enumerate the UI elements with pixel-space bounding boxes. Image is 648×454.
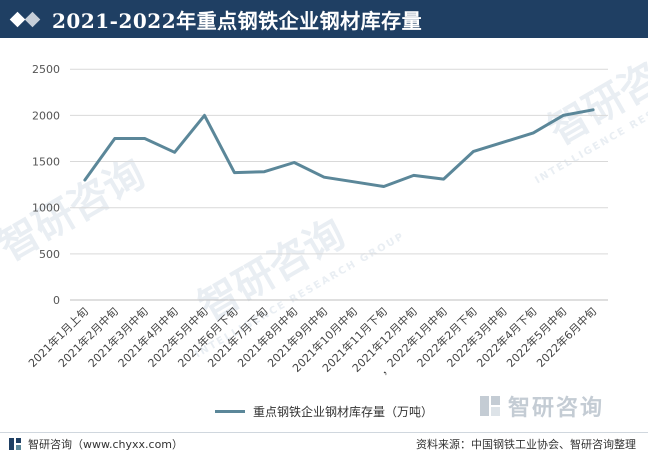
footer: 智研咨询（www.chyxx.com） 资料来源：中国钢铁工业协会、智研咨询整理 — [0, 432, 648, 454]
title-decoration — [9, 11, 41, 27]
diamond-icon — [9, 11, 26, 27]
series-line — [83, 108, 595, 188]
page-title: 2021-2022年重点钢铁企业钢材库存量 — [52, 8, 423, 33]
brand-logo-icon — [480, 396, 500, 416]
legend: 重点钢铁企业钢材库存量（万吨） — [0, 402, 648, 420]
legend-swatch — [214, 409, 245, 413]
legend-label: 重点钢铁企业钢材库存量（万吨） — [252, 404, 433, 419]
chart-area: 智研咨询 INTELLIGENCE RESEARCH GROUP 智研咨询 IN… — [0, 35, 648, 428]
y-tick-label: 2000 — [32, 109, 60, 122]
line-chart: 050010001500200025002021年1月上旬2021年2月中旬20… — [25, 63, 608, 378]
brand-name: 智研咨询 — [508, 396, 605, 421]
title-bar: 2021-2022年重点钢铁企业钢材库存量 — [0, 0, 648, 38]
footer-logo-icon — [9, 437, 21, 450]
footer-site: 智研咨询（www.chyxx.com） — [28, 437, 184, 451]
brand-logo: 智研咨询 — [478, 390, 604, 422]
y-tick-label: 500 — [39, 248, 60, 261]
footer-source: 资料来源：中国钢铁工业协会、智研咨询整理 — [416, 437, 636, 451]
y-tick-label: 1000 — [32, 202, 60, 215]
y-tick-label: 0 — [53, 294, 60, 307]
y-tick-label: 2500 — [32, 63, 60, 76]
y-tick-label: 1500 — [32, 156, 60, 169]
diamond-icon — [24, 11, 41, 27]
